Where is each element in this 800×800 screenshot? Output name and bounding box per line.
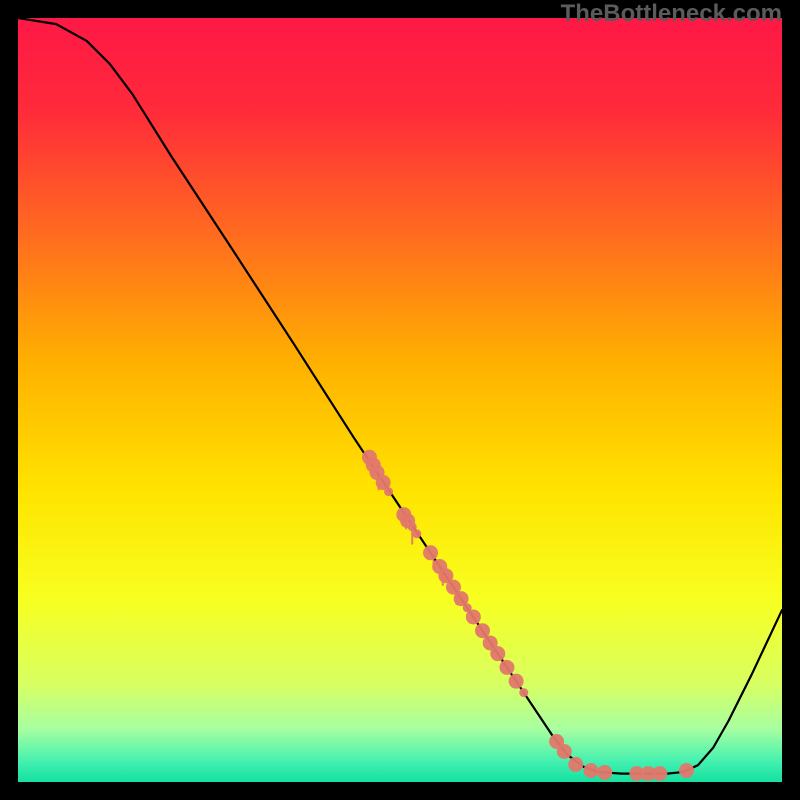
scatter-point — [557, 744, 572, 759]
scatter-point — [509, 674, 524, 689]
scatter-point — [384, 487, 393, 496]
scatter-point — [412, 529, 421, 538]
scatter-point — [519, 688, 528, 697]
watermark-text: TheBottleneck.com — [561, 0, 782, 28]
scatter-point — [679, 763, 694, 778]
plot-background — [18, 18, 782, 782]
scatter-point — [490, 646, 505, 661]
scatter-point — [423, 545, 438, 560]
scatter-point — [568, 757, 583, 772]
scatter-point — [652, 766, 667, 781]
scatter-point — [466, 609, 481, 624]
scatter-point — [597, 765, 612, 780]
scatter-point — [584, 763, 599, 778]
scatter-point — [499, 660, 514, 675]
chart-stage: TheBottleneck.com — [0, 0, 800, 800]
plot-area — [18, 18, 782, 782]
